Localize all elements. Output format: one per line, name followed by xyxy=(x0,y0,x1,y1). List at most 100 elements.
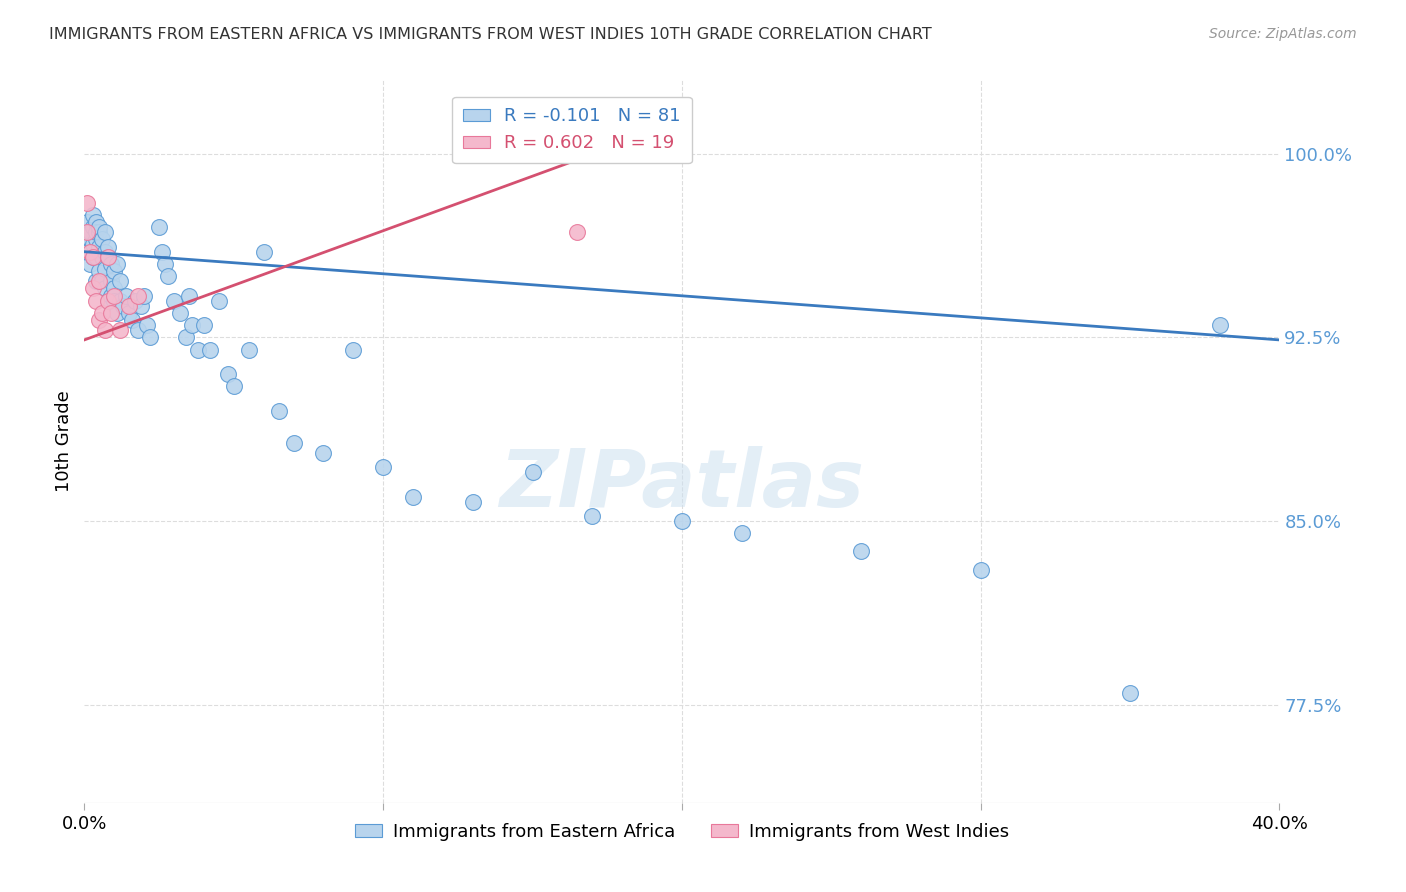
Point xyxy=(118,299,141,313)
Point xyxy=(153,257,176,271)
Point xyxy=(177,289,200,303)
Point xyxy=(105,257,128,271)
Point xyxy=(193,318,215,333)
Point xyxy=(97,250,120,264)
Point xyxy=(103,289,125,303)
Point xyxy=(82,250,104,264)
Y-axis label: 10th Grade: 10th Grade xyxy=(55,391,73,492)
Point xyxy=(86,215,108,229)
Point xyxy=(522,142,544,156)
Point xyxy=(342,343,364,357)
Point xyxy=(89,220,111,235)
Point xyxy=(86,225,108,239)
Point xyxy=(89,313,111,327)
Point xyxy=(94,244,117,259)
Point xyxy=(103,264,125,278)
Point xyxy=(157,269,180,284)
Point xyxy=(181,318,204,333)
Point xyxy=(461,494,484,508)
Point xyxy=(118,306,141,320)
Point xyxy=(94,261,117,276)
Point xyxy=(79,244,101,259)
Point xyxy=(100,257,122,271)
Point xyxy=(97,240,120,254)
Point xyxy=(139,330,162,344)
Point xyxy=(89,274,111,288)
Point xyxy=(86,250,108,264)
Point xyxy=(97,293,120,308)
Point xyxy=(402,490,425,504)
Point xyxy=(132,289,156,303)
Point xyxy=(198,343,221,357)
Point xyxy=(91,306,114,320)
Point xyxy=(567,225,589,239)
Point xyxy=(731,526,754,541)
Point xyxy=(94,225,117,239)
Point xyxy=(127,289,149,303)
Point xyxy=(148,220,170,235)
Point xyxy=(267,404,290,418)
Point xyxy=(76,225,98,239)
Point xyxy=(79,232,101,246)
Point xyxy=(94,323,117,337)
Point xyxy=(110,323,132,337)
Point xyxy=(94,281,117,295)
Point xyxy=(89,225,111,239)
Point xyxy=(91,274,114,288)
Legend: Immigrants from Eastern Africa, Immigrants from West Indies: Immigrants from Eastern Africa, Immigran… xyxy=(347,815,1017,848)
Point xyxy=(86,274,108,288)
Point xyxy=(89,240,111,254)
Point xyxy=(522,465,544,479)
Point xyxy=(76,244,98,259)
Point xyxy=(103,281,125,295)
Point xyxy=(97,293,120,308)
Point xyxy=(127,323,149,337)
Point xyxy=(124,293,146,308)
Point xyxy=(105,306,128,320)
Point xyxy=(86,232,108,246)
Point xyxy=(103,293,125,308)
Text: IMMIGRANTS FROM EASTERN AFRICA VS IMMIGRANTS FROM WEST INDIES 10TH GRADE CORRELA: IMMIGRANTS FROM EASTERN AFRICA VS IMMIGR… xyxy=(49,27,932,42)
Point xyxy=(970,563,993,577)
Point xyxy=(110,293,132,308)
Point xyxy=(1209,318,1232,333)
Point xyxy=(373,460,395,475)
Point xyxy=(163,293,186,308)
Point xyxy=(115,289,138,303)
Point xyxy=(91,250,114,264)
Point xyxy=(110,274,132,288)
Point xyxy=(671,514,693,528)
Point xyxy=(82,281,104,295)
Point xyxy=(121,313,143,327)
Point xyxy=(82,250,104,264)
Point xyxy=(100,306,122,320)
Point xyxy=(187,343,209,357)
Point xyxy=(1119,685,1142,699)
Point xyxy=(82,237,104,252)
Point xyxy=(112,299,135,313)
Point xyxy=(89,244,111,259)
Point xyxy=(217,367,239,381)
Point xyxy=(82,208,104,222)
Point xyxy=(100,274,122,288)
Point xyxy=(253,244,276,259)
Point xyxy=(312,445,335,459)
Point xyxy=(89,264,111,278)
Point xyxy=(129,299,152,313)
Point xyxy=(208,293,231,308)
Point xyxy=(222,379,245,393)
Point xyxy=(169,306,191,320)
Point xyxy=(82,220,104,235)
Point xyxy=(91,232,114,246)
Point xyxy=(174,330,197,344)
Point xyxy=(79,225,101,239)
Point xyxy=(97,250,120,264)
Point xyxy=(238,343,260,357)
Point xyxy=(86,293,108,308)
Point xyxy=(581,509,603,524)
Point xyxy=(100,289,122,303)
Point xyxy=(851,543,873,558)
Text: Source: ZipAtlas.com: Source: ZipAtlas.com xyxy=(1209,27,1357,41)
Point xyxy=(76,215,98,229)
Point xyxy=(79,257,101,271)
